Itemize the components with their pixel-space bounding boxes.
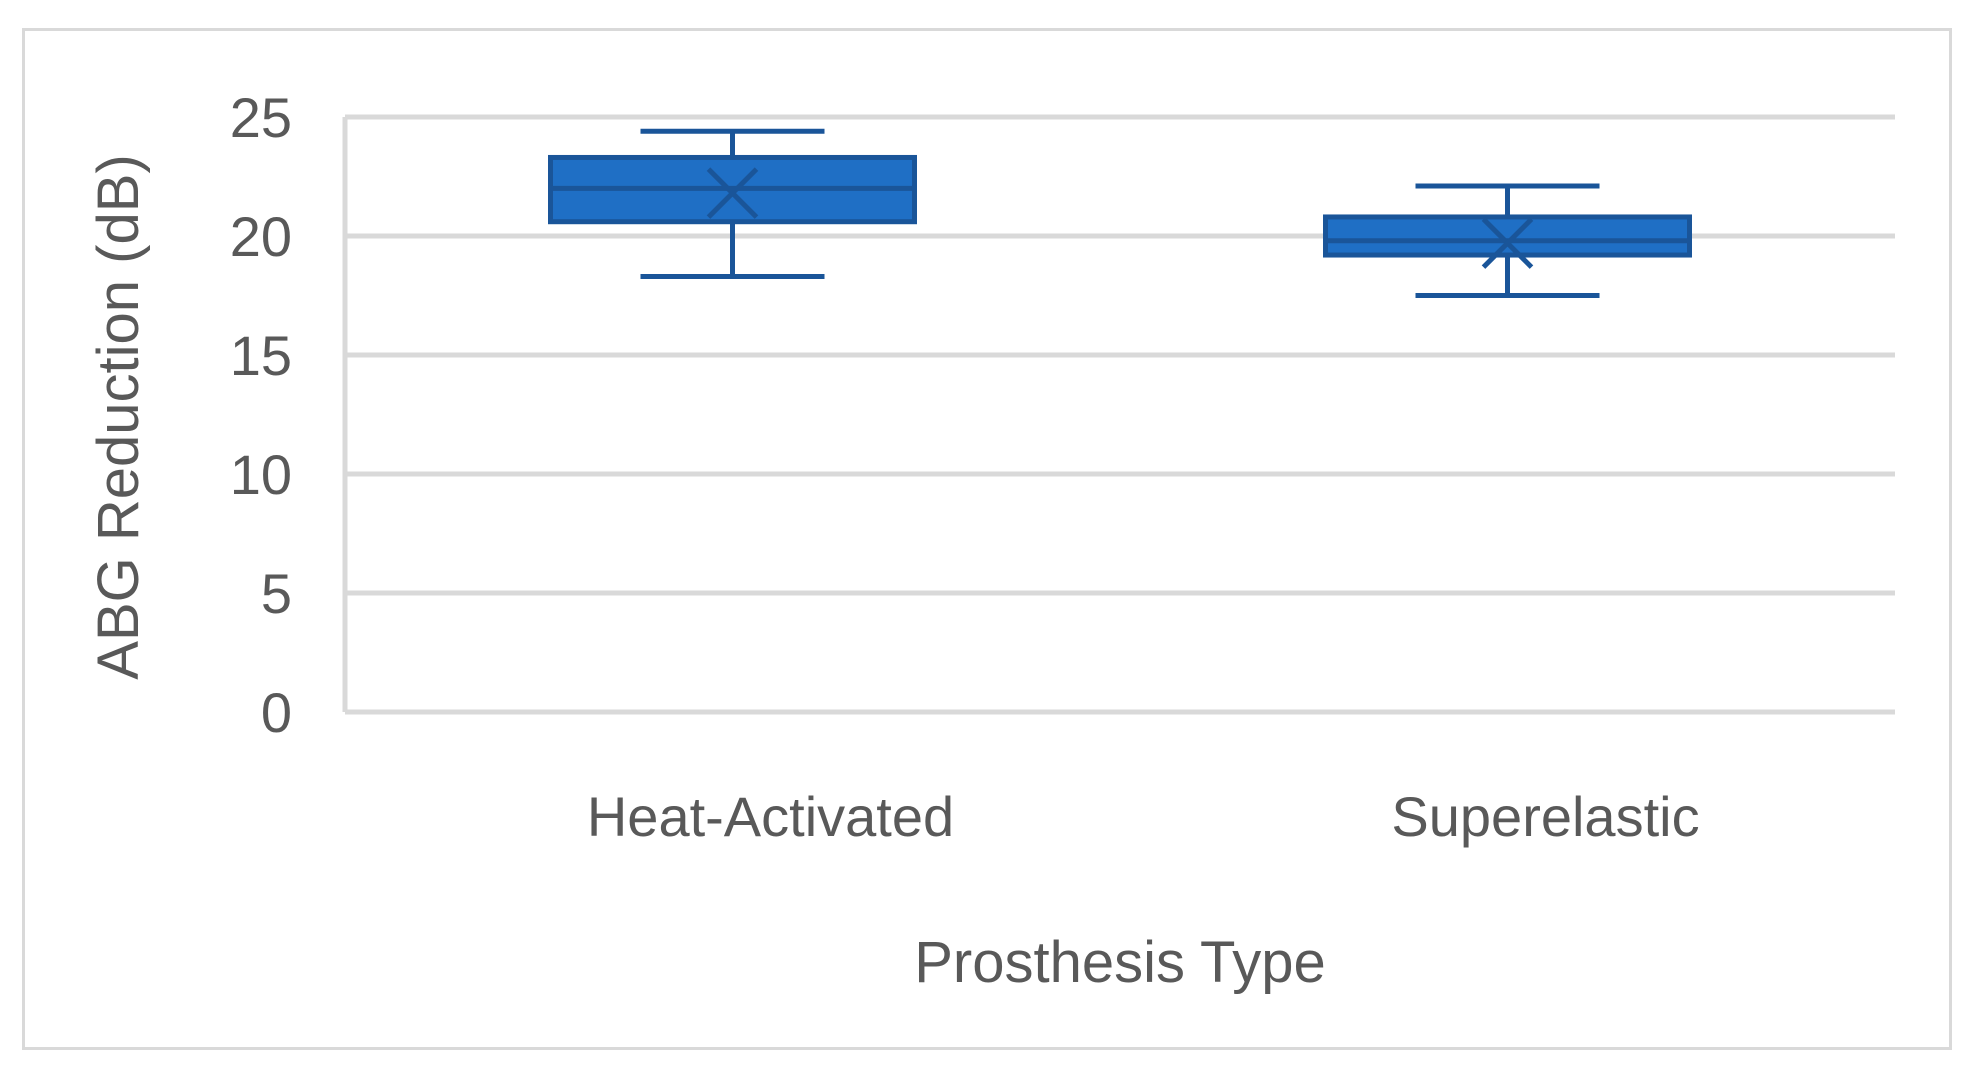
x-tick-label: Superelastic xyxy=(1391,785,1699,848)
y-axis-tick-labels: 0 5 10 15 20 25 xyxy=(230,86,292,744)
y-tick-label: 25 xyxy=(230,86,292,149)
box-plot-heat-activated xyxy=(548,128,917,279)
y-tick-label: 10 xyxy=(230,443,292,506)
box-series xyxy=(548,128,1692,298)
y-axis-title: ABG Reduction (dB) xyxy=(86,154,151,679)
mean-marker xyxy=(706,167,759,219)
y-tick-label: 0 xyxy=(261,681,292,744)
y-tick-label: 20 xyxy=(230,205,292,268)
x-axis-title: Prosthesis Type xyxy=(914,930,1326,995)
gridlines xyxy=(342,114,1895,715)
y-tick-label: 5 xyxy=(261,562,292,625)
x-tick-label: Heat-Activated xyxy=(587,785,954,848)
box-iqr xyxy=(1323,214,1692,258)
x-axis-tick-labels: Heat-Activated Superelastic xyxy=(587,785,1700,848)
y-tick-label: 15 xyxy=(230,324,292,387)
mean-marker xyxy=(1481,217,1534,269)
box-plot-superelastic xyxy=(1323,183,1692,298)
